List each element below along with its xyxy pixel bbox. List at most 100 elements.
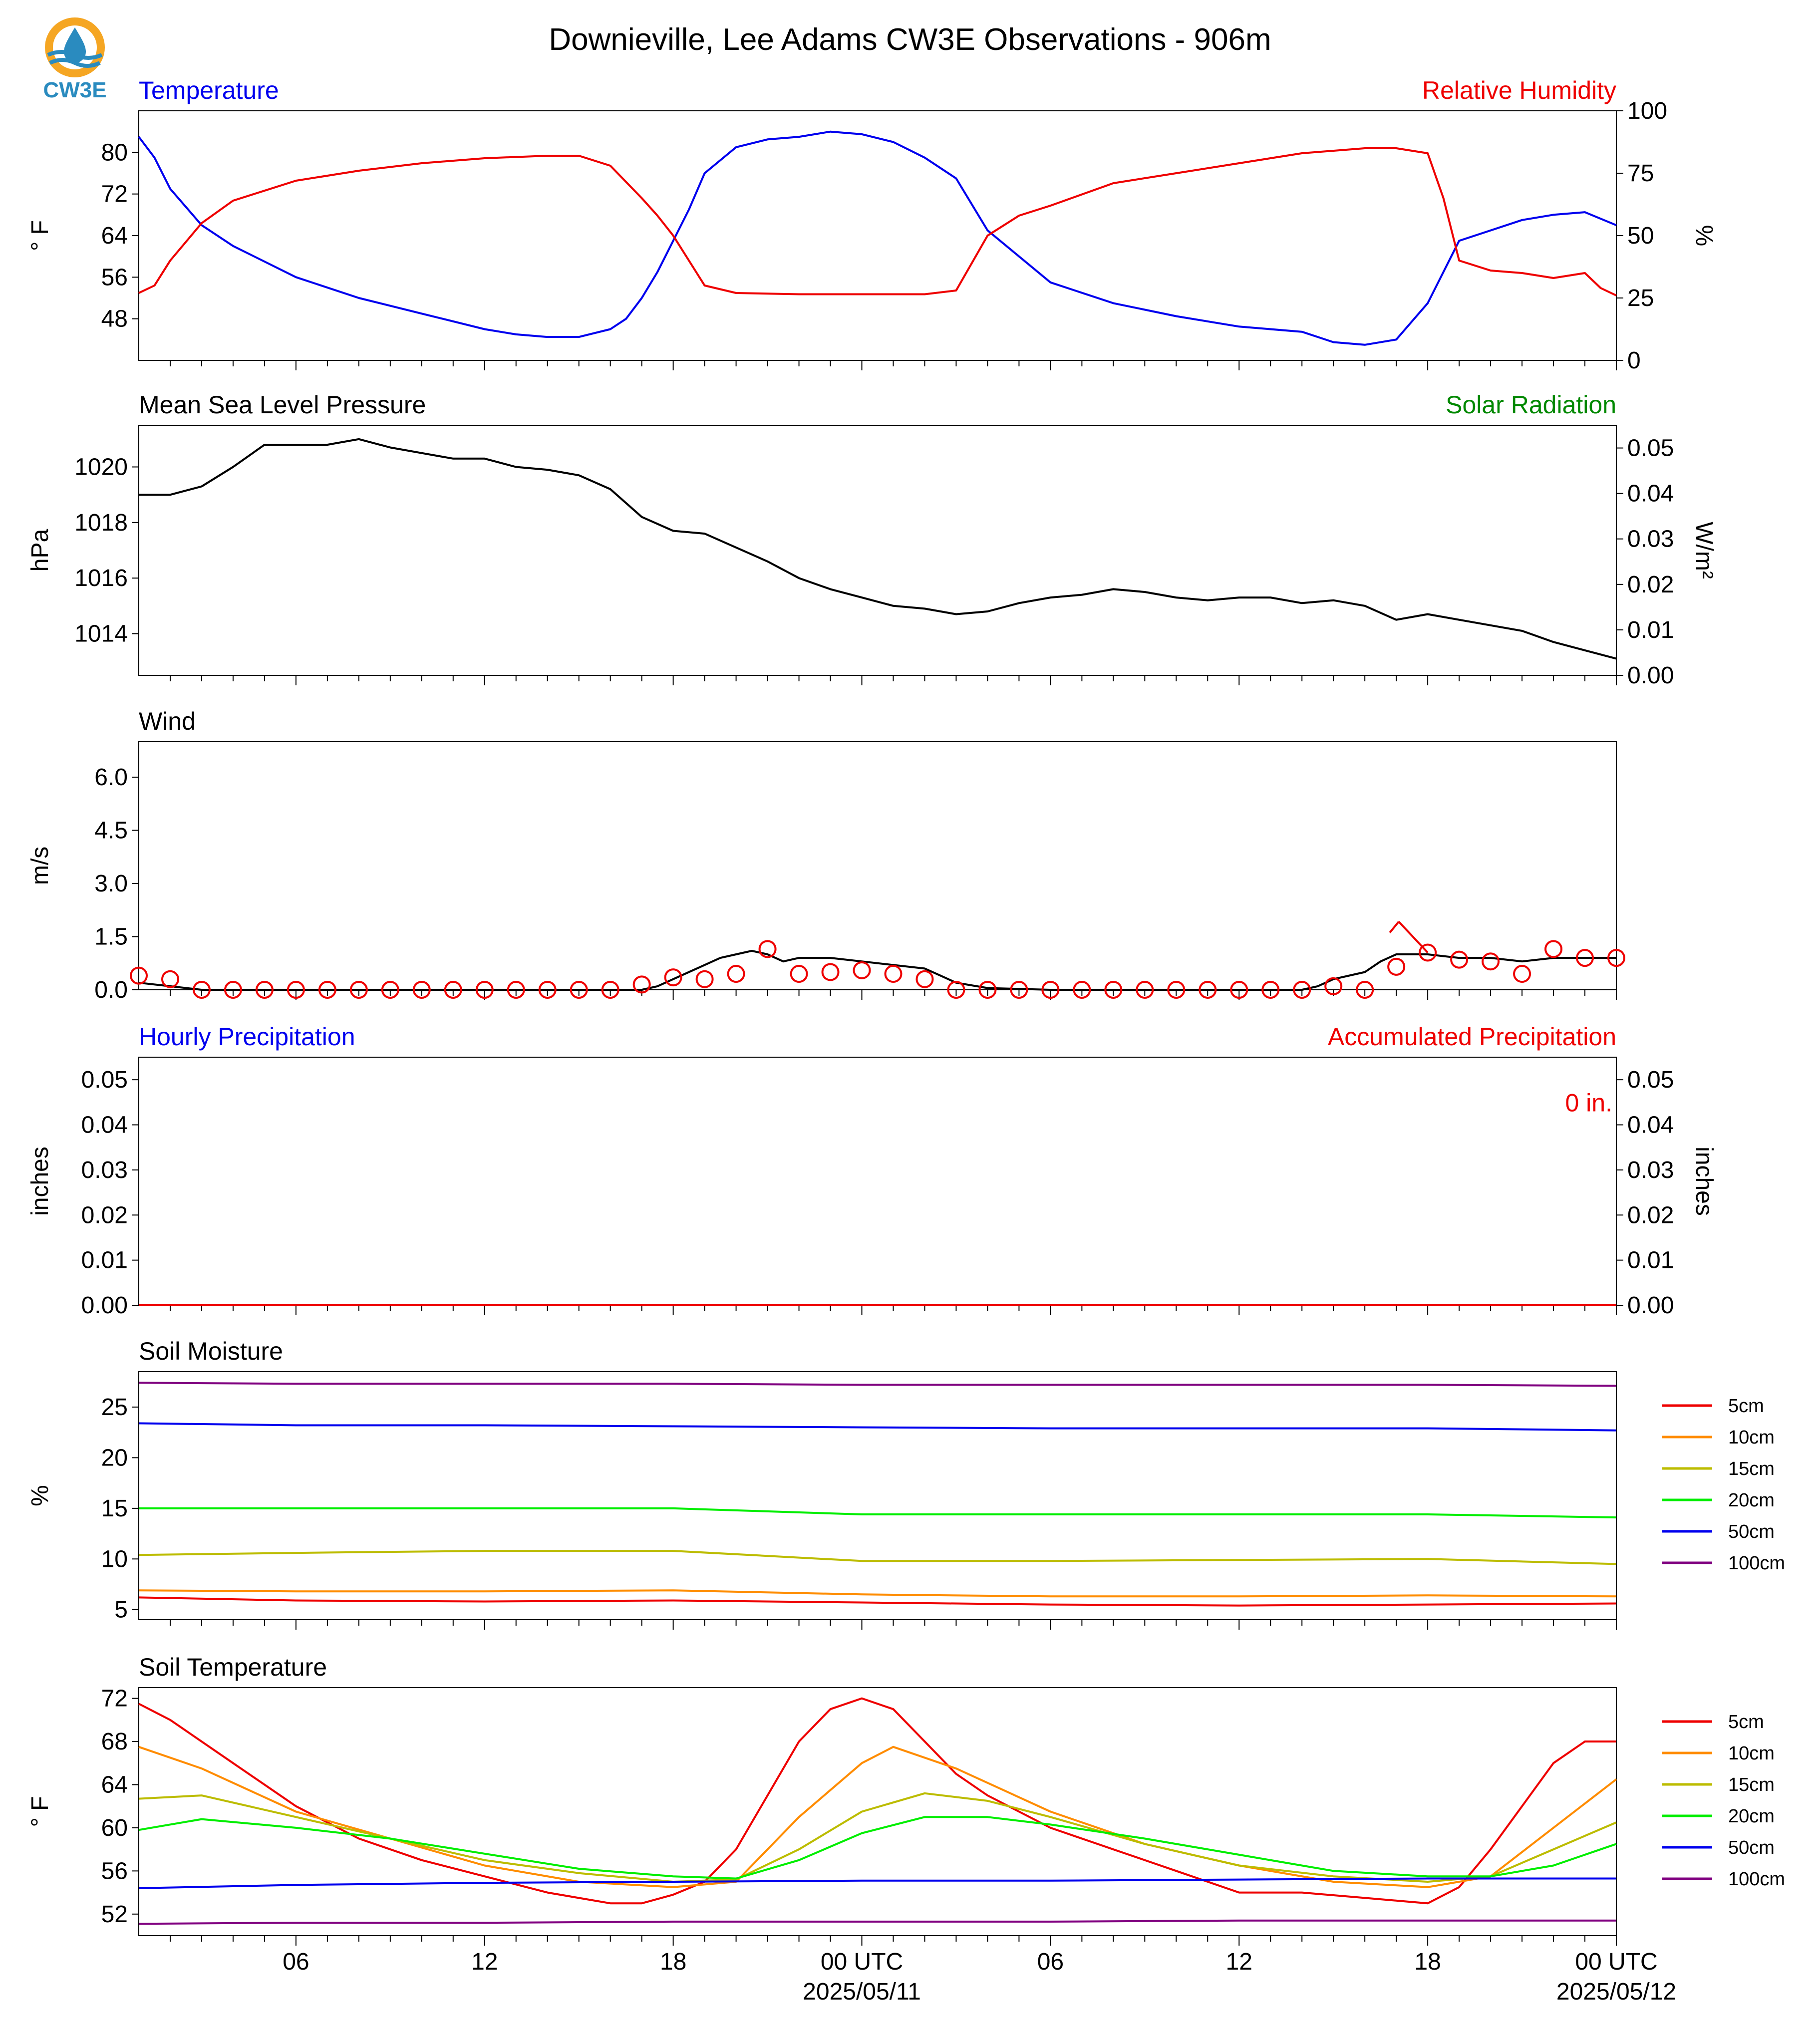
y-left-tick-label: 1014 bbox=[74, 621, 128, 647]
series-line-50cm bbox=[138, 1877, 1616, 1889]
wind-marker bbox=[1010, 981, 1028, 999]
y-right-tick-label: 0.02 bbox=[1627, 1202, 1674, 1228]
wind-marker bbox=[570, 981, 588, 999]
wind-marker bbox=[853, 961, 871, 979]
panel-title-left: Soil Temperature bbox=[139, 1653, 327, 1681]
legend-label: 100cm bbox=[1728, 1553, 1785, 1574]
wind-marker bbox=[727, 965, 745, 983]
y-right-tick-label: 0.01 bbox=[1627, 617, 1674, 643]
wind-marker bbox=[318, 981, 336, 999]
series-line-20cm bbox=[138, 1816, 1617, 1880]
wind-marker bbox=[821, 963, 840, 981]
y-right-tick-label: 100 bbox=[1627, 98, 1667, 124]
wind-marker bbox=[1450, 950, 1469, 969]
y-right-tick-label: 0.05 bbox=[1627, 1067, 1674, 1093]
y-left-label: % bbox=[27, 1485, 53, 1506]
legend-label: 15cm bbox=[1728, 1458, 1775, 1479]
wind-marker bbox=[1356, 981, 1374, 999]
wind-marker bbox=[1261, 981, 1280, 999]
series-line-pressure bbox=[139, 438, 1617, 660]
y-right-label: inches bbox=[1691, 1147, 1717, 1216]
wind-marker bbox=[1607, 949, 1625, 967]
y-right-label: W/m² bbox=[1691, 522, 1717, 579]
panel-temperature_rh: 48 56 64 72 80 0 25 50 75 100 ° F % Temperature Relat… bbox=[27, 76, 1717, 374]
wind-marker bbox=[381, 981, 399, 999]
wind-marker bbox=[1230, 981, 1248, 999]
panel-wind: 0.0 1.5 3.0 4.5 6.0 m/s Wind bbox=[27, 707, 1625, 1003]
wind-marker bbox=[538, 981, 557, 999]
series-line-15cm bbox=[138, 1550, 1617, 1565]
legend-label: 20cm bbox=[1728, 1806, 1775, 1827]
wind-marker bbox=[1324, 977, 1343, 995]
wind-marker bbox=[507, 981, 525, 999]
series-line-10cm bbox=[138, 1745, 1617, 1888]
wind-marker bbox=[1544, 940, 1563, 958]
y-right-tick-label: 25 bbox=[1627, 285, 1654, 311]
wind-marker bbox=[884, 965, 903, 983]
panel-soil_moisture: 5 10 15 20 25% Soil Moisture 5cm 10cm 15cm 20cm 50… bbox=[27, 1337, 1785, 1630]
wind-marker bbox=[1104, 981, 1123, 999]
wind-marker bbox=[1513, 965, 1531, 983]
wind-marker bbox=[349, 981, 368, 999]
series-line-50cm bbox=[138, 1422, 1617, 1432]
y-left-tick-label: 4.5 bbox=[94, 818, 128, 844]
panel-title-right: Accumulated Precipitation bbox=[1328, 1023, 1616, 1051]
legend-label: 20cm bbox=[1728, 1490, 1775, 1511]
y-right-tick-label: 50 bbox=[1627, 223, 1654, 249]
x-tick-label: 12 bbox=[1226, 1949, 1252, 1975]
panel-title-left: Temperature bbox=[139, 76, 279, 104]
y-left-tick-label: 0.05 bbox=[81, 1067, 128, 1093]
y-left-tick-label: 0.00 bbox=[81, 1292, 128, 1319]
x-tick-label: 00 UTC bbox=[821, 1949, 903, 1975]
cw3e-logo: CW3E bbox=[43, 17, 107, 102]
y-left-tick-label: 72 bbox=[101, 1686, 128, 1712]
y-left-tick-label: 20 bbox=[101, 1445, 128, 1471]
legend-label: 10cm bbox=[1728, 1427, 1775, 1448]
series-line-temperature bbox=[138, 130, 1617, 346]
panel-title-left: Wind bbox=[139, 707, 196, 735]
y-left-tick-label: 68 bbox=[101, 1729, 128, 1755]
legend-label: 5cm bbox=[1728, 1396, 1764, 1417]
wind-marker bbox=[130, 966, 148, 985]
legend-label: 15cm bbox=[1728, 1774, 1775, 1795]
wind-marker bbox=[601, 981, 619, 999]
wind-marker bbox=[444, 981, 462, 999]
y-left-tick-label: 52 bbox=[101, 1901, 128, 1928]
y-left-tick-label: 80 bbox=[101, 139, 128, 166]
wind-barb-flag bbox=[1389, 921, 1400, 933]
wind-marker bbox=[1041, 981, 1060, 999]
y-right-tick-label: 0.00 bbox=[1627, 1292, 1674, 1319]
series-line-10cm bbox=[138, 1589, 1617, 1598]
wind-marker bbox=[695, 970, 714, 988]
y-left-tick-label: 56 bbox=[101, 1858, 128, 1884]
y-right-tick-label: 0.01 bbox=[1627, 1247, 1674, 1274]
wind-marker bbox=[1576, 949, 1594, 967]
y-left-label: inches bbox=[27, 1147, 53, 1216]
y-right-tick-label: 0.00 bbox=[1627, 662, 1674, 689]
y-left-tick-label: 10 bbox=[101, 1546, 128, 1572]
y-left-tick-label: 72 bbox=[101, 181, 128, 208]
legend-label: 5cm bbox=[1728, 1712, 1764, 1733]
wind-marker bbox=[287, 981, 305, 999]
y-left-tick-label: 6.0 bbox=[94, 764, 128, 791]
x-date-label: 2025/05/12 bbox=[1556, 1979, 1676, 2005]
y-right-tick-label: 0.04 bbox=[1627, 481, 1674, 507]
y-right-tick-label: 75 bbox=[1627, 160, 1654, 187]
wind-marker bbox=[915, 970, 934, 988]
wind-marker bbox=[1167, 981, 1186, 999]
y-left-label: ° F bbox=[27, 1796, 53, 1827]
wind-marker bbox=[475, 981, 494, 999]
panel-title-right: Solar Radiation bbox=[1446, 391, 1616, 419]
wind-marker bbox=[1482, 952, 1500, 971]
wind-marker bbox=[664, 968, 682, 987]
y-right-tick-label: 0.03 bbox=[1627, 1157, 1674, 1183]
legend-label: 10cm bbox=[1728, 1743, 1775, 1764]
wind-marker bbox=[1419, 943, 1437, 962]
legend-label: 50cm bbox=[1728, 1837, 1775, 1858]
series-line-5cm bbox=[138, 1697, 1616, 1905]
wind-marker bbox=[255, 981, 274, 999]
x-tick-label: 06 bbox=[1037, 1949, 1064, 1975]
wind-barb-shaft bbox=[1398, 921, 1429, 953]
y-left-tick-label: 56 bbox=[101, 264, 128, 290]
